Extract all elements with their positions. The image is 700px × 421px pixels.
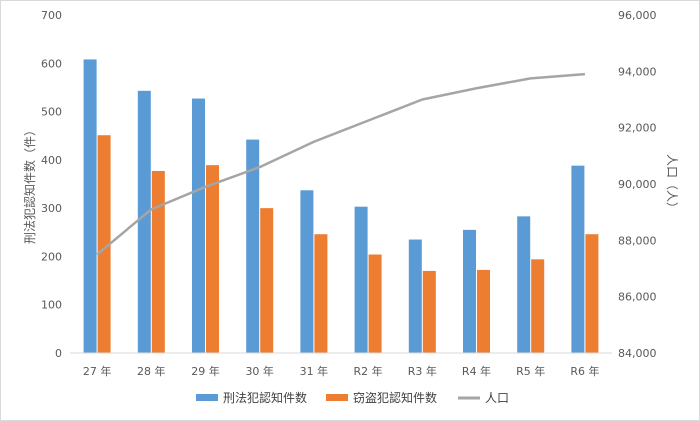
- y-tick-label-left: 0: [55, 347, 62, 360]
- bar-crime: [246, 139, 260, 353]
- y-tick-label-left: 500: [41, 106, 62, 119]
- bar-theft: [368, 254, 382, 353]
- population-line: [96, 72, 585, 256]
- x-axis: 27 年 28 年 29 年 30 年 31 年 R2 年 R3 年 R4 年 R5 年 R6 年: [83, 364, 600, 378]
- bar-theft: [585, 234, 599, 353]
- x-tick-label: R6 年: [570, 364, 599, 378]
- x-tick-label: 27 年: [83, 364, 112, 378]
- bar-theft: [422, 270, 436, 353]
- legend-swatch-crime: [196, 394, 218, 401]
- x-tick-label: 29 年: [191, 364, 220, 378]
- y-tick-label-right: 88,000: [618, 234, 657, 247]
- x-tick-label: R5 年: [516, 364, 545, 378]
- y-tick-label-left: 600: [41, 57, 62, 70]
- y-tick-label-left: 200: [41, 250, 62, 263]
- y-axis-right: 84,000 86,000 88,000 90,000 92,000 94,000 96,0…: [618, 9, 657, 360]
- legend-label-crime: 刑法犯認知件数: [223, 390, 307, 405]
- bar-crime: [300, 190, 314, 353]
- bar-crime: [517, 216, 531, 353]
- bar-theft: [206, 165, 219, 353]
- x-tick-label: R2 年: [354, 364, 383, 378]
- bar-theft: [314, 234, 328, 353]
- y-tick-label-left: 300: [41, 202, 62, 215]
- bar-crime: [354, 206, 368, 353]
- y-tick-label-left: 700: [41, 9, 62, 22]
- line-series: [96, 72, 585, 256]
- y-tick-label-right: 86,000: [618, 291, 657, 304]
- bar-crime: [571, 165, 585, 353]
- bar-theft: [260, 208, 274, 353]
- legend-swatch-theft: [326, 394, 348, 401]
- y-tick-label-right: 84,000: [618, 347, 657, 360]
- y-tick-label-right: 94,000: [618, 65, 657, 78]
- bar-crime: [408, 239, 422, 353]
- x-tick-label: 30 年: [245, 364, 274, 378]
- x-tick-label: 31 年: [300, 364, 329, 378]
- bar-crime: [192, 98, 205, 353]
- bar-crime: [137, 90, 151, 354]
- legend-label-theft: 窃盗犯認知件数: [353, 390, 437, 405]
- bar-crime: [463, 229, 476, 353]
- bar-crime: [83, 59, 97, 354]
- y-axis-title-left: 刑法犯認知件数（件）: [22, 124, 37, 244]
- bar-theft: [97, 135, 111, 353]
- x-tick-label: 28 年: [137, 364, 166, 378]
- y-tick-label-right: 90,000: [618, 178, 657, 191]
- x-tick-label: R4 年: [462, 364, 491, 378]
- y-tick-label-right: 96,000: [618, 9, 657, 22]
- y-axis-left: 0 100 200 300 400 500 600 700: [41, 9, 62, 360]
- x-tick-label: R3 年: [408, 364, 437, 378]
- bar-theft: [151, 170, 165, 353]
- legend-label-population: 人口: [485, 391, 509, 405]
- y-axis-title-right: 人口（人）: [665, 154, 679, 214]
- bar-theft: [531, 259, 545, 353]
- bar-theft: [477, 269, 490, 353]
- legend: 刑法犯認知件数 窃盗犯認知件数 人口: [196, 390, 509, 405]
- bar-series: [83, 59, 599, 354]
- y-tick-label-right: 92,000: [618, 122, 657, 135]
- y-tick-label-left: 400: [41, 154, 62, 167]
- y-tick-label-left: 100: [41, 299, 62, 312]
